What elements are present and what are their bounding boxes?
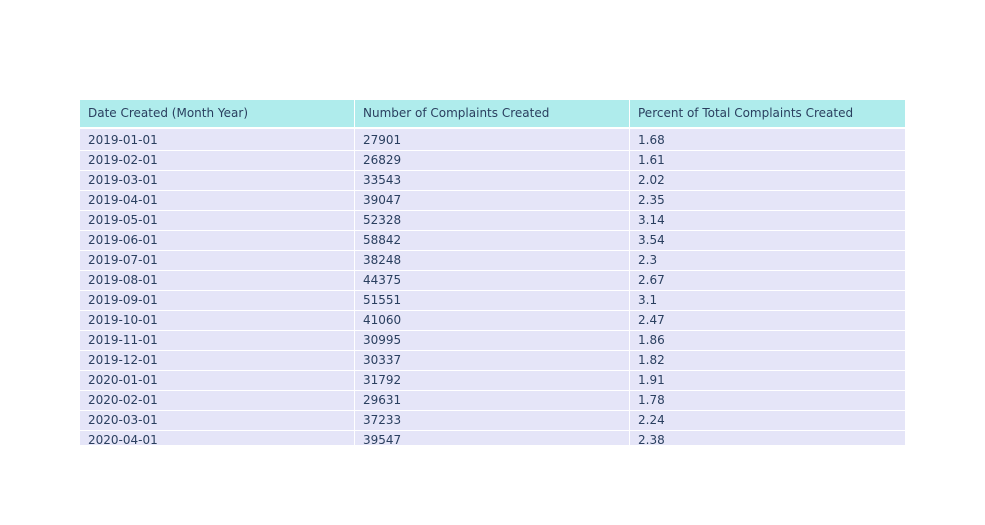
- cell-date: 2020-03-01: [80, 411, 354, 430]
- table-row: 2020-02-01 29631 1.78: [80, 391, 905, 410]
- table-row: 2019-04-01 39047 2.35: [80, 191, 905, 210]
- cell-percent: 2.38: [630, 431, 905, 445]
- cell-count: 44375: [355, 271, 629, 290]
- cell-percent: 2.24: [630, 411, 905, 430]
- cell-date: 2020-01-01: [80, 371, 354, 390]
- cell-percent: 2.47: [630, 311, 905, 330]
- cell-percent: 1.82: [630, 351, 905, 370]
- cell-percent: 2.02: [630, 171, 905, 190]
- table-row: 2019-12-01 30337 1.82: [80, 351, 905, 370]
- cell-percent: 2.3: [630, 251, 905, 270]
- cell-count: 52328: [355, 211, 629, 230]
- table-row: 2019-06-01 58842 3.54: [80, 231, 905, 250]
- table-header-row: Date Created (Month Year) Number of Comp…: [80, 100, 905, 127]
- cell-percent: 3.54: [630, 231, 905, 250]
- cell-date: 2020-04-01: [80, 431, 354, 445]
- cell-count: 30995: [355, 331, 629, 350]
- cell-count: 58842: [355, 231, 629, 250]
- table-row: 2019-01-01 27901 1.68: [80, 129, 905, 150]
- cell-count: 51551: [355, 291, 629, 310]
- cell-count: 37233: [355, 411, 629, 430]
- cell-count: 30337: [355, 351, 629, 370]
- table-row: 2020-03-01 37233 2.24: [80, 411, 905, 430]
- cell-count: 41060: [355, 311, 629, 330]
- table-row: 2019-05-01 52328 3.14: [80, 211, 905, 230]
- table-row: 2019-03-01 33543 2.02: [80, 171, 905, 190]
- cell-count: 39547: [355, 431, 629, 445]
- cell-percent: 3.1: [630, 291, 905, 310]
- column-header-date: Date Created (Month Year): [80, 100, 354, 127]
- table-row: 2019-09-01 51551 3.1: [80, 291, 905, 310]
- cell-count: 39047: [355, 191, 629, 210]
- cell-date: 2019-08-01: [80, 271, 354, 290]
- cell-date: 2019-07-01: [80, 251, 354, 270]
- table-row: 2019-07-01 38248 2.3: [80, 251, 905, 270]
- cell-date: 2019-03-01: [80, 171, 354, 190]
- cell-percent: 3.14: [630, 211, 905, 230]
- table-row: 2019-10-01 41060 2.47: [80, 311, 905, 330]
- data-table: Date Created (Month Year) Number of Comp…: [80, 100, 905, 445]
- cell-percent: 2.35: [630, 191, 905, 210]
- cell-percent: 1.78: [630, 391, 905, 410]
- cell-date: 2019-06-01: [80, 231, 354, 250]
- cell-date: 2019-10-01: [80, 311, 354, 330]
- cell-percent: 2.67: [630, 271, 905, 290]
- table-row: 2020-04-01 39547 2.38: [80, 431, 905, 445]
- cell-percent: 1.91: [630, 371, 905, 390]
- cell-percent: 1.61: [630, 151, 905, 170]
- table-row: 2019-08-01 44375 2.67: [80, 271, 905, 290]
- cell-percent: 1.86: [630, 331, 905, 350]
- cell-date: 2019-05-01: [80, 211, 354, 230]
- cell-date: 2019-11-01: [80, 331, 354, 350]
- cell-date: 2019-02-01: [80, 151, 354, 170]
- cell-count: 26829: [355, 151, 629, 170]
- table-body: 2019-01-01 27901 1.68 2019-02-01 26829 1.61 20…: [80, 128, 905, 445]
- column-header-count: Number of Complaints Created: [355, 100, 629, 127]
- cell-count: 38248: [355, 251, 629, 270]
- cell-date: 2020-02-01: [80, 391, 354, 410]
- cell-count: 31792: [355, 371, 629, 390]
- cell-count: 33543: [355, 171, 629, 190]
- cell-count: 29631: [355, 391, 629, 410]
- cell-count: 27901: [355, 129, 629, 150]
- cell-date: 2019-12-01: [80, 351, 354, 370]
- cell-date: 2019-04-01: [80, 191, 354, 210]
- table-row: 2019-02-01 26829 1.61: [80, 151, 905, 170]
- cell-date: 2019-09-01: [80, 291, 354, 310]
- cell-percent: 1.68: [630, 129, 905, 150]
- table-row: 2020-01-01 31792 1.91: [80, 371, 905, 390]
- table-row: 2019-11-01 30995 1.86: [80, 331, 905, 350]
- column-header-percent: Percent of Total Complaints Created: [630, 100, 905, 127]
- cell-date: 2019-01-01: [80, 129, 354, 150]
